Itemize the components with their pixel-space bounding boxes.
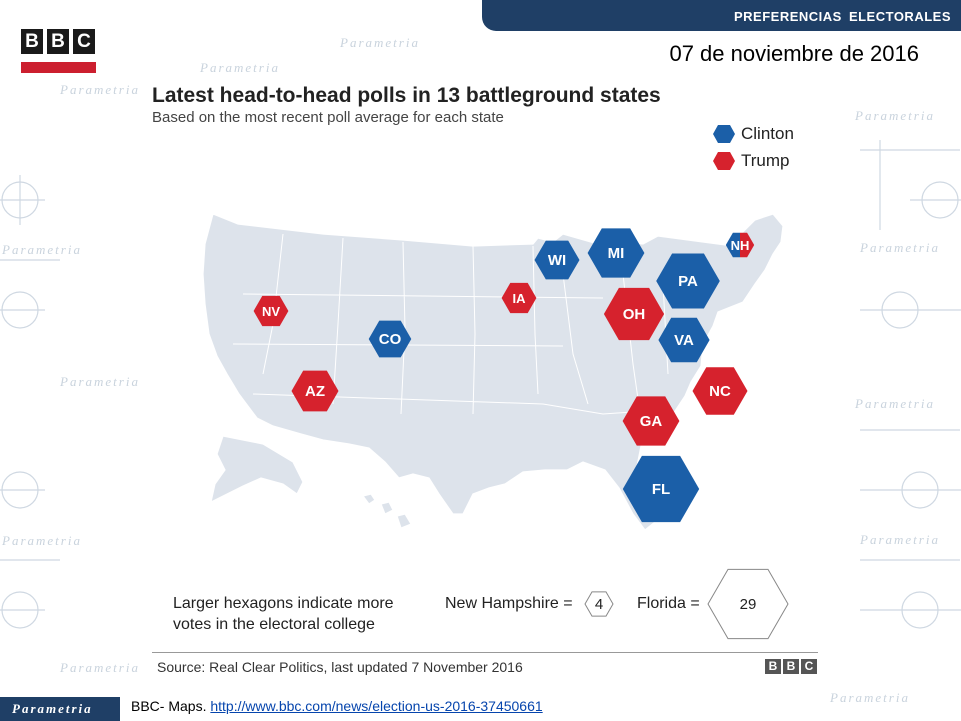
watermark-text: Parametria xyxy=(60,660,140,675)
scale-small-label: New Hampshire = xyxy=(445,595,573,612)
state-hexagon-nv: NV xyxy=(253,295,289,327)
scale-hexagon-large: 29 xyxy=(707,568,789,640)
state-hexagons: NV AZ CO IA WI MI OH PA VA NC GA FL NH xyxy=(253,228,755,523)
hexagon-shape xyxy=(656,253,720,309)
state-label: IA xyxy=(513,291,527,306)
state-label: CO xyxy=(379,331,402,348)
state-label: OH xyxy=(623,306,646,323)
credit-line: BBC- Maps. http://www.bbc.com/news/elect… xyxy=(131,698,543,714)
scale-value: 4 xyxy=(595,596,603,613)
figure-title: Latest head-to-head polls in 13 battlegr… xyxy=(152,84,661,107)
state-label: NC xyxy=(709,383,731,400)
figure-subtitle: Based on the most recent poll average fo… xyxy=(152,109,504,126)
watermark-text: Parametria xyxy=(60,374,140,389)
size-scale: 4 29 xyxy=(584,568,789,640)
source-note: Source: Real Clear Politics, last update… xyxy=(157,659,523,675)
state-hexagon-mi: MI xyxy=(587,228,645,278)
watermark-text: Parametria xyxy=(860,532,940,547)
hexagon-shape xyxy=(501,282,537,314)
alaska-shape xyxy=(210,435,304,504)
watermark-text: Parametria xyxy=(2,242,82,257)
hexagon-shape xyxy=(368,320,412,358)
logo-letter: B xyxy=(21,29,43,54)
state-label: GA xyxy=(640,413,663,430)
credit-prefix: BBC- Maps. xyxy=(131,698,207,714)
logo-letter: B xyxy=(783,659,799,674)
map-canvas: NV AZ CO IA WI MI OH PA VA NC GA FL NH 4 29 xyxy=(202,213,789,640)
watermark-text: Parametria xyxy=(340,35,420,50)
state-hexagon-az: AZ xyxy=(291,370,339,412)
state-label: NH xyxy=(731,238,750,253)
credit-link[interactable]: http://www.bbc.com/news/election-us-2016… xyxy=(210,698,543,714)
state-label: NV xyxy=(262,304,280,319)
hawaii-shape xyxy=(361,493,412,529)
watermark-text: Parametria xyxy=(855,108,935,123)
state-label: FL xyxy=(652,481,670,498)
legend-label: Clinton xyxy=(741,124,794,143)
watermark-text: Parametria xyxy=(830,690,910,705)
state-hexagon-nc: NC xyxy=(692,367,748,415)
watermark-text: Parametria xyxy=(855,396,935,411)
state-label: WI xyxy=(548,252,566,269)
watermark-text: Parametria xyxy=(2,533,82,548)
hexagon-shape xyxy=(291,370,339,412)
logo-letter: B xyxy=(765,659,781,674)
state-label: VA xyxy=(674,332,694,349)
state-hexagon-co: CO xyxy=(368,320,412,358)
logo-letter: B xyxy=(47,29,69,54)
legend-item-clinton: Clinton xyxy=(713,124,794,144)
hexagon-shape xyxy=(253,295,289,327)
bbc-mini-logo: B B C xyxy=(765,659,817,674)
legend-label: Trump xyxy=(741,151,790,170)
battleground-figure: NV AZ CO IA WI MI OH PA VA NC GA FL NH 4 29 Latest he… xyxy=(143,74,827,691)
footer-brand-bar: Parametria xyxy=(0,697,120,721)
legend-hexagon-icon xyxy=(713,152,735,170)
state-label: MI xyxy=(608,245,625,262)
hexagon-shape xyxy=(603,287,665,341)
state-hexagon-oh: OH xyxy=(603,287,665,341)
bbc-logo: B B C xyxy=(21,29,95,54)
scale-hexagon-small: 4 xyxy=(584,591,614,617)
logo-letter: C xyxy=(801,659,817,674)
state-hexagon-pa: PA xyxy=(656,253,720,309)
hexagon-outline xyxy=(584,591,614,617)
state-label: AZ xyxy=(305,383,325,400)
state-hexagon-ga: GA xyxy=(622,396,680,446)
hexagon-shape xyxy=(692,367,748,415)
state-label: PA xyxy=(678,273,698,290)
legend-hexagon-icon xyxy=(713,125,735,143)
date-label: 07 de noviembre de 2016 xyxy=(669,41,919,66)
size-note: Larger hexagons indicate more votes in t… xyxy=(173,595,394,633)
state-hexagon-va: VA xyxy=(658,317,710,363)
watermark-text: Parametria xyxy=(200,60,280,75)
footer-brand: Parametria xyxy=(12,701,93,716)
scale-value: 29 xyxy=(740,596,757,613)
figure-divider xyxy=(152,652,818,653)
scale-large-label: Florida = xyxy=(637,595,700,612)
hexagon-shape-trump-half xyxy=(740,232,755,258)
watermark-text: Parametria xyxy=(60,82,140,97)
logo-letter: C xyxy=(73,29,95,54)
state-hexagon-wi: WI xyxy=(534,240,580,280)
hexagon-outline xyxy=(707,568,789,640)
hexagon-shape xyxy=(534,240,580,280)
watermark-text: Parametria xyxy=(860,240,940,255)
state-hexagon-nh: NH xyxy=(725,232,755,258)
legend-item-trump: Trump xyxy=(713,151,790,171)
hexagon-shape xyxy=(622,396,680,446)
state-hexagon-ia: IA xyxy=(501,282,537,314)
hexagon-shape xyxy=(622,455,700,523)
hexagon-shape-clinton-half xyxy=(725,232,741,258)
header-bar: PREFERENCIAS ELECTORALES xyxy=(482,0,961,31)
section-title: PREFERENCIAS ELECTORALES xyxy=(733,9,951,24)
hexagon-shape xyxy=(658,317,710,363)
state-hexagon-fl: FL xyxy=(622,455,700,523)
logo-underline xyxy=(21,62,96,73)
hexagon-shape xyxy=(587,228,645,278)
